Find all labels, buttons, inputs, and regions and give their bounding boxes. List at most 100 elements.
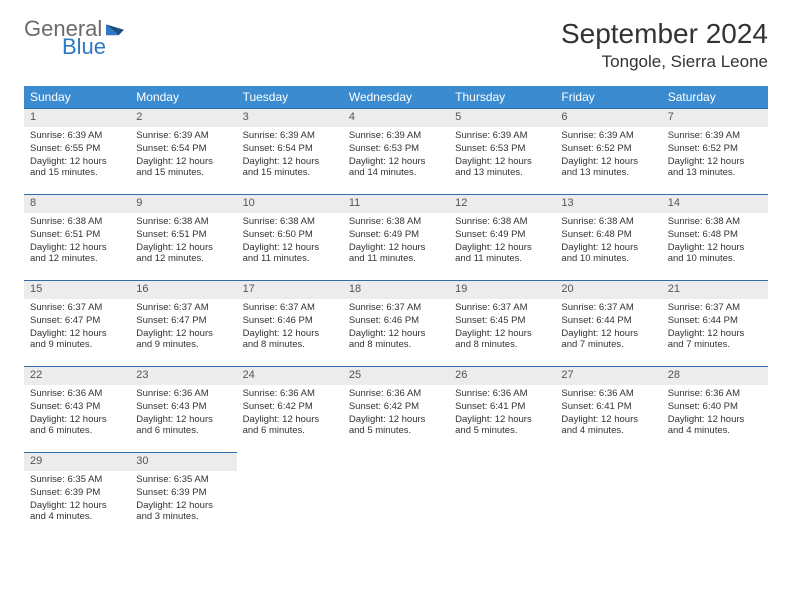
calendar-cell: 27Sunrise: 6:36 AMSunset: 6:41 PMDayligh… — [555, 366, 661, 452]
sunset-line: Sunset: 6:49 PM — [349, 229, 443, 241]
daylight-line: Daylight: 12 hours and 5 minutes. — [455, 414, 549, 438]
calendar-cell: 17Sunrise: 6:37 AMSunset: 6:46 PMDayligh… — [237, 280, 343, 366]
daylight-line: Daylight: 12 hours and 13 minutes. — [561, 156, 655, 180]
sunset-line: Sunset: 6:53 PM — [455, 143, 549, 155]
daylight-line: Daylight: 12 hours and 12 minutes. — [136, 242, 230, 266]
calendar-cell: 4Sunrise: 6:39 AMSunset: 6:53 PMDaylight… — [343, 108, 449, 194]
calendar-cell: 20Sunrise: 6:37 AMSunset: 6:44 PMDayligh… — [555, 280, 661, 366]
calendar-cell: 26Sunrise: 6:36 AMSunset: 6:41 PMDayligh… — [449, 366, 555, 452]
sunset-line: Sunset: 6:48 PM — [668, 229, 762, 241]
sunrise-line: Sunrise: 6:36 AM — [561, 388, 655, 400]
month-title: September 2024 — [561, 18, 768, 50]
sunrise-line: Sunrise: 6:38 AM — [30, 216, 124, 228]
sunset-line: Sunset: 6:50 PM — [243, 229, 337, 241]
cell-body: Sunrise: 6:39 AMSunset: 6:53 PMDaylight:… — [449, 127, 555, 180]
dayname-row: SundayMondayTuesdayWednesdayThursdayFrid… — [24, 86, 768, 108]
cell-body: Sunrise: 6:36 AMSunset: 6:41 PMDaylight:… — [555, 385, 661, 438]
sunrise-line: Sunrise: 6:39 AM — [668, 130, 762, 142]
day-number: 24 — [237, 367, 343, 385]
cell-body: Sunrise: 6:36 AMSunset: 6:42 PMDaylight:… — [343, 385, 449, 438]
sunrise-line: Sunrise: 6:37 AM — [136, 302, 230, 314]
sunrise-line: Sunrise: 6:37 AM — [455, 302, 549, 314]
calendar-cell: 12Sunrise: 6:38 AMSunset: 6:49 PMDayligh… — [449, 194, 555, 280]
day-number: 7 — [662, 109, 768, 127]
calendar-cell: 13Sunrise: 6:38 AMSunset: 6:48 PMDayligh… — [555, 194, 661, 280]
calendar-cell: . — [343, 452, 449, 538]
cell-body: Sunrise: 6:39 AMSunset: 6:52 PMDaylight:… — [662, 127, 768, 180]
sunrise-line: Sunrise: 6:37 AM — [561, 302, 655, 314]
daylight-line: Daylight: 12 hours and 3 minutes. — [136, 500, 230, 524]
calendar-cell: 9 Sunrise: 6:38 AMSunset: 6:51 PMDaylight… — [130, 194, 236, 280]
cell-body: Sunrise: 6:39 AMSunset: 6:52 PMDaylight:… — [555, 127, 661, 180]
sunrise-line: Sunrise: 6:37 AM — [349, 302, 443, 314]
calendar-cell: . — [662, 452, 768, 538]
cell-body: Sunrise: 6:36 AMSunset: 6:42 PMDaylight:… — [237, 385, 343, 438]
day-number: 5 — [449, 109, 555, 127]
daylight-line: Daylight: 12 hours and 10 minutes. — [668, 242, 762, 266]
cell-body: Sunrise: 6:37 AMSunset: 6:44 PMDaylight:… — [662, 299, 768, 352]
calendar-cell: 2Sunrise: 6:39 AMSunset: 6:54 PMDaylight… — [130, 108, 236, 194]
cell-body: Sunrise: 6:36 AMSunset: 6:43 PMDaylight:… — [24, 385, 130, 438]
sunset-line: Sunset: 6:43 PM — [30, 401, 124, 413]
calendar-grid: 1Sunrise: 6:39 AMSunset: 6:55 PMDaylight… — [24, 108, 768, 538]
sunrise-line: Sunrise: 6:36 AM — [668, 388, 762, 400]
page-header: General Blue September 2024 Tongole, Sie… — [24, 18, 768, 72]
calendar-cell: 18Sunrise: 6:37 AMSunset: 6:46 PMDayligh… — [343, 280, 449, 366]
cell-body: Sunrise: 6:35 AMSunset: 6:39 PMDaylight:… — [130, 471, 236, 524]
calendar-cell: . — [449, 452, 555, 538]
sunrise-line: Sunrise: 6:37 AM — [30, 302, 124, 314]
cell-body: Sunrise: 6:38 AMSunset: 6:48 PMDaylight:… — [662, 213, 768, 266]
calendar-cell: 6Sunrise: 6:39 AMSunset: 6:52 PMDaylight… — [555, 108, 661, 194]
sunset-line: Sunset: 6:46 PM — [243, 315, 337, 327]
logo: General Blue — [24, 18, 124, 58]
daylight-line: Daylight: 12 hours and 8 minutes. — [455, 328, 549, 352]
calendar-cell: 22Sunrise: 6:36 AMSunset: 6:43 PMDayligh… — [24, 366, 130, 452]
day-number: 10 — [237, 195, 343, 213]
sunrise-line: Sunrise: 6:38 AM — [349, 216, 443, 228]
sunset-line: Sunset: 6:43 PM — [136, 401, 230, 413]
calendar-cell: 10Sunrise: 6:38 AMSunset: 6:50 PMDayligh… — [237, 194, 343, 280]
sunset-line: Sunset: 6:52 PM — [561, 143, 655, 155]
calendar-cell: 28Sunrise: 6:36 AMSunset: 6:40 PMDayligh… — [662, 366, 768, 452]
day-number: 9 — [130, 195, 236, 213]
sunset-line: Sunset: 6:39 PM — [30, 487, 124, 499]
cell-body: Sunrise: 6:39 AMSunset: 6:53 PMDaylight:… — [343, 127, 449, 180]
day-number: 19 — [449, 281, 555, 299]
calendar-cell: 30Sunrise: 6:35 AMSunset: 6:39 PMDayligh… — [130, 452, 236, 538]
calendar-cell: 7Sunrise: 6:39 AMSunset: 6:52 PMDaylight… — [662, 108, 768, 194]
sunset-line: Sunset: 6:51 PM — [136, 229, 230, 241]
day-number: 30 — [130, 453, 236, 471]
sunrise-line: Sunrise: 6:38 AM — [136, 216, 230, 228]
sunrise-line: Sunrise: 6:38 AM — [561, 216, 655, 228]
daylight-line: Daylight: 12 hours and 9 minutes. — [30, 328, 124, 352]
dayname-cell: Friday — [555, 86, 661, 108]
sunrise-line: Sunrise: 6:38 AM — [668, 216, 762, 228]
sunrise-line: Sunrise: 6:39 AM — [349, 130, 443, 142]
day-number: 26 — [449, 367, 555, 385]
sunset-line: Sunset: 6:45 PM — [455, 315, 549, 327]
sunset-line: Sunset: 6:46 PM — [349, 315, 443, 327]
sunset-line: Sunset: 6:52 PM — [668, 143, 762, 155]
daylight-line: Daylight: 12 hours and 7 minutes. — [668, 328, 762, 352]
sunrise-line: Sunrise: 6:35 AM — [136, 474, 230, 486]
day-number: 11 — [343, 195, 449, 213]
daylight-line: Daylight: 12 hours and 4 minutes. — [561, 414, 655, 438]
daylight-line: Daylight: 12 hours and 9 minutes. — [136, 328, 230, 352]
calendar: SundayMondayTuesdayWednesdayThursdayFrid… — [24, 86, 768, 538]
calendar-cell: 21Sunrise: 6:37 AMSunset: 6:44 PMDayligh… — [662, 280, 768, 366]
sunset-line: Sunset: 6:42 PM — [349, 401, 443, 413]
daylight-line: Daylight: 12 hours and 12 minutes. — [30, 242, 124, 266]
day-number: 8 — [24, 195, 130, 213]
cell-body: Sunrise: 6:37 AMSunset: 6:46 PMDaylight:… — [343, 299, 449, 352]
title-block: September 2024 Tongole, Sierra Leone — [561, 18, 768, 72]
day-number: 4 — [343, 109, 449, 127]
cell-body: Sunrise: 6:37 AMSunset: 6:46 PMDaylight:… — [237, 299, 343, 352]
daylight-line: Daylight: 12 hours and 15 minutes. — [243, 156, 337, 180]
calendar-cell: 24Sunrise: 6:36 AMSunset: 6:42 PMDayligh… — [237, 366, 343, 452]
dayname-cell: Sunday — [24, 86, 130, 108]
calendar-cell: . — [555, 452, 661, 538]
sunrise-line: Sunrise: 6:39 AM — [136, 130, 230, 142]
dayname-cell: Wednesday — [343, 86, 449, 108]
cell-body: Sunrise: 6:37 AMSunset: 6:45 PMDaylight:… — [449, 299, 555, 352]
daylight-line: Daylight: 12 hours and 15 minutes. — [30, 156, 124, 180]
